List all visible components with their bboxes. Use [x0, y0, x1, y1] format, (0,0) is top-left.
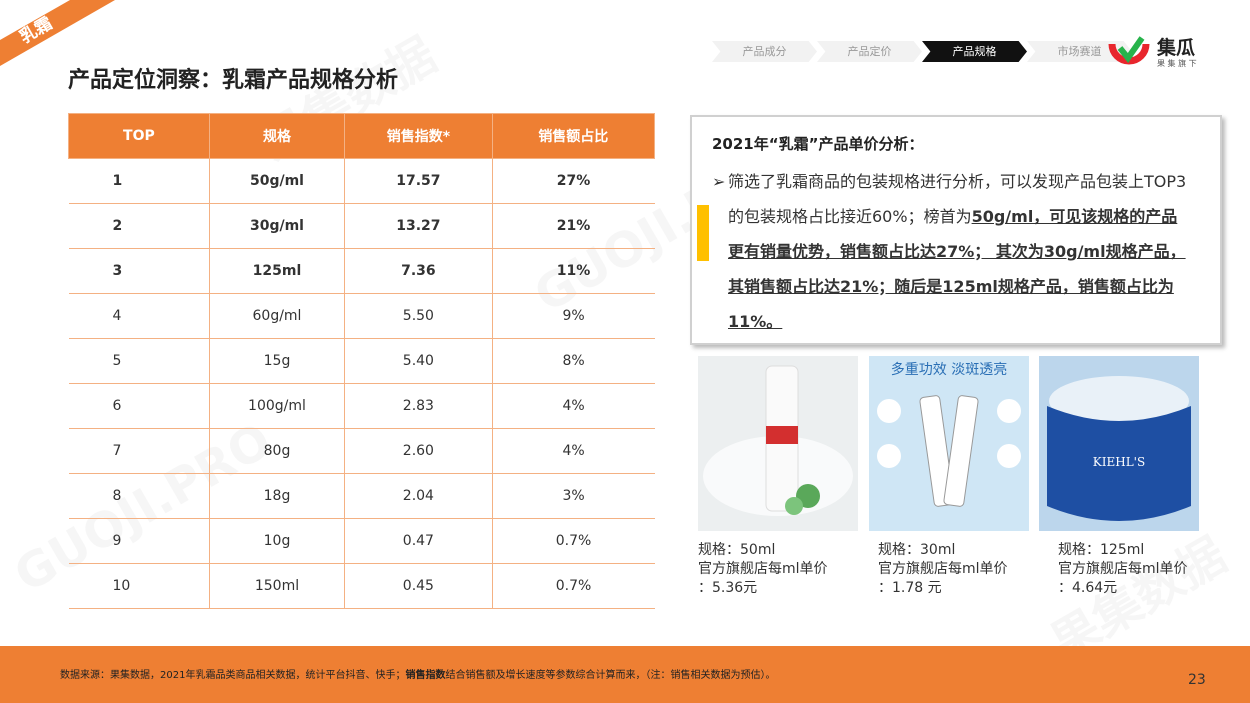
- table-cell: 150ml: [208, 563, 345, 609]
- price-label: 官方旗舰店每ml单价: [1058, 561, 1188, 577]
- table-cell: 0.7%: [491, 518, 655, 564]
- analysis-heading: 2021年“乳霜”产品单价分析：: [712, 135, 924, 153]
- table-cell: 9%: [491, 293, 655, 339]
- price-label: 官方旗舰店每ml单价: [698, 561, 828, 577]
- price: ：4.64元: [1058, 580, 1118, 596]
- table-cell: 21%: [491, 203, 655, 249]
- table-header: TOP: [68, 113, 210, 159]
- table-header: 销售额占比: [491, 113, 656, 159]
- table-cell: 10g: [208, 518, 345, 564]
- table-cell: 27%: [491, 158, 655, 204]
- table-cell: 15g: [208, 338, 345, 384]
- nav-item[interactable]: 产品定价: [817, 41, 922, 62]
- table-cell: 4%: [491, 383, 655, 429]
- product-image: [698, 356, 858, 531]
- page-number: 23: [1188, 672, 1206, 688]
- price-label: 官方旗舰店每ml单价: [878, 561, 1008, 577]
- logo-icon: [1108, 36, 1150, 65]
- table-cell: 8%: [491, 338, 655, 384]
- table-row: 10 150ml 0.45 0.7%: [68, 563, 655, 609]
- table-cell: 80g: [208, 428, 345, 474]
- table-row: 9 10g 0.47 0.7%: [68, 518, 655, 564]
- analysis-text: ➢ 筛选了乳霜商品的包装规格进行分析，可以发现产品包装上TOP3的包装规格占比接…: [712, 172, 1187, 331]
- table-cell: 50g/ml: [208, 158, 345, 204]
- table-row: 5 15g 5.40 8%: [68, 338, 655, 384]
- table-cell: 7.36: [344, 248, 493, 294]
- table-row: 1 50g/ml 17.57 27%: [68, 158, 655, 204]
- analysis-plain: 筛选了乳霜商品的包装规格进行分析，可以发现产品包装上TOP3的包装规格占比接近6…: [728, 172, 1187, 226]
- logo-name: 集瓜: [1157, 37, 1196, 59]
- table-cell: 3: [68, 248, 210, 294]
- table-header: 规格: [208, 113, 346, 159]
- table-cell: 7: [68, 428, 210, 474]
- table-cell: 9: [68, 518, 210, 564]
- spec: 规格：125ml: [1058, 542, 1145, 558]
- product-image: 多重功效 淡斑透亮: [869, 356, 1029, 531]
- analysis-box: [690, 115, 1222, 345]
- nav-item[interactable]: 产品成分: [712, 41, 817, 62]
- table-cell: 2.83: [344, 383, 493, 429]
- table-cell: 30g/ml: [208, 203, 345, 249]
- nav-item-active[interactable]: 产品规格: [922, 41, 1027, 62]
- price: ：1.78 元: [878, 580, 942, 596]
- spec: 规格：30ml: [878, 542, 956, 558]
- table-cell: 5.40: [344, 338, 493, 384]
- table-row: 7 80g 2.60 4%: [68, 428, 655, 474]
- svg-text:KIEHL'S: KIEHL'S: [1093, 455, 1145, 469]
- table-cell: 17.57: [344, 158, 493, 204]
- table-cell: 0.45: [344, 563, 493, 609]
- table-cell: 2.60: [344, 428, 493, 474]
- footer-rest: 结合销售额及增长速度等参数综合计算而来，（注：销售相关数据为预估）。: [445, 670, 776, 681]
- footer-bar: [0, 646, 1250, 703]
- table-cell: 4: [68, 293, 210, 339]
- table-row: 3 125ml 7.36 11%: [68, 248, 655, 294]
- table-cell: 3%: [491, 473, 655, 519]
- table-header: 销售指数*: [344, 113, 493, 159]
- table-cell: 4%: [491, 428, 655, 474]
- product-image: KIEHL'S: [1039, 356, 1199, 531]
- product-caption: 规格：125ml 官方旗舰店每ml单价 ：4.64元: [1058, 541, 1228, 598]
- table-cell: 11%: [491, 248, 655, 294]
- table-cell: 125ml: [208, 248, 345, 294]
- table-cell: 8: [68, 473, 210, 519]
- table-cell: 2.04: [344, 473, 493, 519]
- table-cell: 2: [68, 203, 210, 249]
- table-cell: 5: [68, 338, 210, 384]
- table-cell: 5.50: [344, 293, 493, 339]
- table-cell: 0.47: [344, 518, 493, 564]
- svg-text:多重功效 淡斑透亮: 多重功效 淡斑透亮: [891, 361, 1007, 378]
- price: ：5.36元: [698, 580, 758, 596]
- nav-item[interactable]: 市场赛道: [1027, 41, 1132, 62]
- table-cell: 100g/ml: [208, 383, 345, 429]
- spec: 规格：50ml: [698, 542, 776, 558]
- analysis-bold: 50g/ml，可见该规格的产品更有销量优势，销售额占比达27%； 其次为30g/…: [728, 207, 1186, 331]
- table-cell: 0.7%: [491, 563, 655, 609]
- title: 产品定位洞察：乳霜产品规格分析: [68, 68, 399, 93]
- table-cell: 10: [68, 563, 210, 609]
- footer-source: 数据来源：果集数据，2021年乳霜品类商品相关数据，统计平台抖音、快手；: [60, 670, 406, 681]
- table-cell: 1: [68, 158, 210, 204]
- table-cell: 6: [68, 383, 210, 429]
- logo-sub: 果 集 旗 下: [1157, 59, 1197, 68]
- table-cell: 60g/ml: [208, 293, 345, 339]
- table-cell: 13.27: [344, 203, 493, 249]
- table-row: 6 100g/ml 2.83 4%: [68, 383, 655, 429]
- spec-table: TOP 规格 销售指数* 销售额占比 1 50g/ml 17.57 27% 2 30g/ml 13.…: [68, 113, 656, 609]
- table-cell: 18g: [208, 473, 345, 519]
- footer-bold: 销售指数: [405, 670, 446, 681]
- product-caption: 规格：50ml 官方旗舰店每ml单价 ：5.36元: [698, 541, 868, 598]
- footer-note: 数据来源：果集数据，2021年乳霜品类商品相关数据，统计平台抖音、快手；销售指数…: [60, 666, 775, 681]
- corner-shape: [0, 0, 115, 66]
- product-caption: 规格：30ml 官方旗舰店每ml单价 ：1.78 元: [878, 541, 1048, 598]
- accent-bar: [697, 205, 709, 261]
- table-row: 2 30g/ml 13.27 21%: [68, 203, 655, 249]
- table-row: 8 18g 2.04 3%: [68, 473, 655, 519]
- table-row: 4 60g/ml 5.50 9%: [68, 293, 655, 339]
